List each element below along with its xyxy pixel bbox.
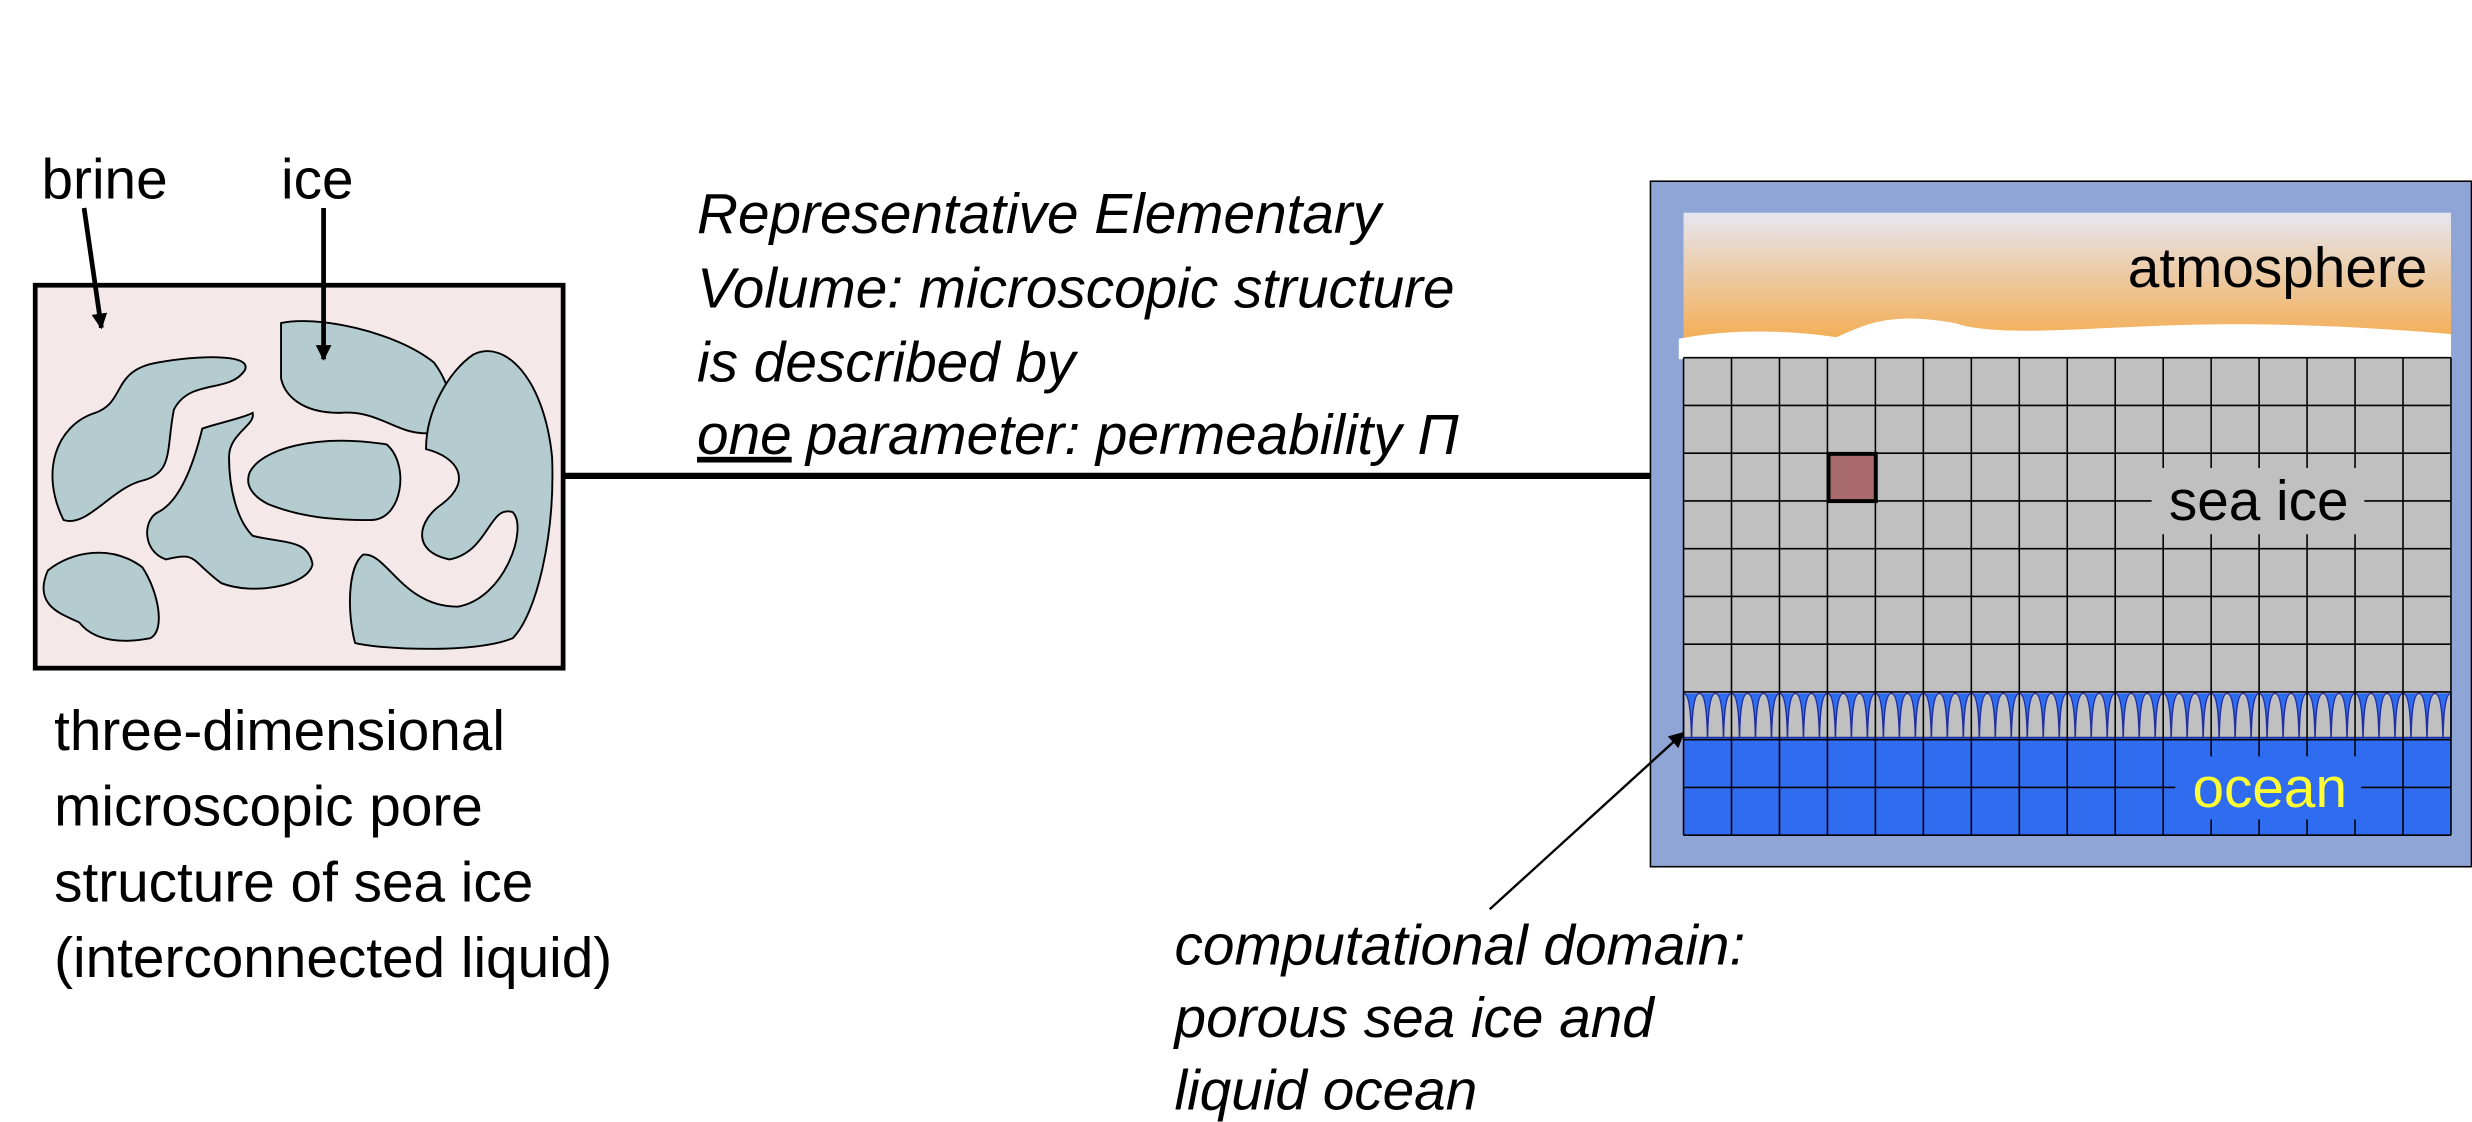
rev-line: Representative Elementary <box>697 183 1385 246</box>
rev-text: Representative Elementary Volume: microsc… <box>697 183 1455 394</box>
rest-text: parameter: permeability Π <box>804 404 1460 467</box>
caption-line: microscopic pore <box>54 776 483 839</box>
domain-caption-line: liquid ocean <box>1175 1059 1478 1122</box>
rev-last-line: one parameter: permeability Π <box>697 404 1459 467</box>
label-bg <box>2175 756 2362 820</box>
label-bg <box>2151 468 2365 535</box>
domain-pointer <box>1488 731 1685 911</box>
rev-line: is described by <box>697 331 1079 394</box>
underlined-word: one <box>697 404 792 467</box>
rev-line: Volume: microscopic structure <box>697 257 1455 320</box>
domain-caption-line: porous sea ice and <box>1173 987 1657 1050</box>
left-caption: three-dimensional microscopic pore structu… <box>54 700 612 990</box>
domain-caption: computational domain: porous sea ice and l… <box>1173 914 1746 1122</box>
domain-caption-line: computational domain: <box>1175 914 1746 977</box>
grid <box>1682 356 2452 836</box>
caption-line: (interconnected liquid) <box>54 927 612 990</box>
ice-label: ice <box>281 149 354 212</box>
caption-line: structure of sea ice <box>54 851 533 914</box>
brine-arrow <box>81 207 108 330</box>
ocean-label: ocean <box>2192 757 2347 820</box>
caption-line: three-dimensional <box>54 700 505 763</box>
atmosphere-label: atmosphere <box>2128 237 2428 300</box>
sea-ice-label: sea ice <box>2169 470 2349 533</box>
brine-label: brine <box>42 149 168 212</box>
ice-blobs <box>42 320 554 650</box>
rev-cell <box>1826 451 1878 504</box>
snow-layer <box>1678 318 2451 360</box>
